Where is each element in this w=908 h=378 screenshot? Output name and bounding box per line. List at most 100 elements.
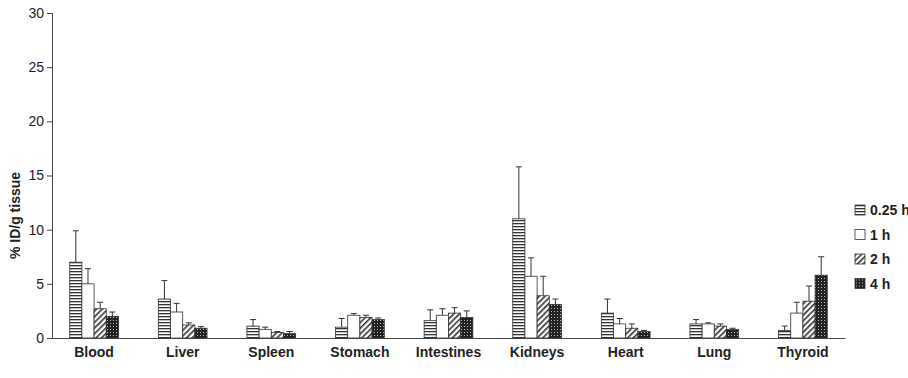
error-bar-cap xyxy=(339,318,345,319)
bar xyxy=(436,315,448,338)
error-bar-stem xyxy=(454,308,455,313)
error-bar-cap xyxy=(794,302,800,303)
bar xyxy=(702,324,714,338)
error-bar-cap xyxy=(97,302,103,303)
error-bar xyxy=(528,258,534,276)
legend-item: 0.25 h xyxy=(855,202,908,218)
error-bar-cap xyxy=(198,326,204,327)
bar xyxy=(626,328,638,338)
bar xyxy=(726,329,738,338)
error-bar-cap xyxy=(73,230,79,231)
error-bar-stem xyxy=(607,299,608,313)
tick: 0 xyxy=(36,330,52,346)
marks xyxy=(70,167,828,338)
error-bar xyxy=(339,319,345,328)
error-bar-cap xyxy=(641,330,647,331)
legend: 0.25 h1 h2 h4 h xyxy=(855,202,908,292)
error-bar xyxy=(274,332,280,333)
tick-label: 20 xyxy=(28,113,44,129)
error-bar-cap xyxy=(782,326,788,327)
error-bar-stem xyxy=(100,302,101,309)
tick-label: Thyroid xyxy=(777,344,828,360)
error-bar xyxy=(375,318,381,320)
error-bar-stem xyxy=(796,302,797,313)
tick: 15 xyxy=(28,167,52,183)
error-bar-cap xyxy=(439,308,445,309)
tick-label: Kidneys xyxy=(510,344,565,360)
error-bar-cap xyxy=(85,268,91,269)
error-bar xyxy=(629,324,635,328)
error-bar-cap xyxy=(552,299,558,300)
bar xyxy=(537,296,549,338)
tick: 5 xyxy=(36,276,52,292)
tick-mark xyxy=(47,67,52,68)
error-bar xyxy=(516,167,522,219)
tick-label: Blood xyxy=(74,344,114,360)
error-bar-cap xyxy=(818,256,824,257)
error-bar-stem xyxy=(442,309,443,316)
error-bar-cap xyxy=(174,303,180,304)
error-bar-cap xyxy=(705,322,711,323)
error-bar-cap xyxy=(730,328,736,329)
error-bar-cap xyxy=(375,317,381,318)
error-bar xyxy=(262,327,268,329)
legend-swatch xyxy=(855,205,865,215)
y-axis: 051015202530 xyxy=(28,5,52,346)
tick-label: Spleen xyxy=(248,344,294,360)
bar xyxy=(513,219,525,338)
error-bar-stem xyxy=(430,310,431,321)
error-bar xyxy=(693,320,699,324)
legend-item: 2 h xyxy=(855,251,890,267)
error-bar xyxy=(705,323,711,324)
error-bar-cap xyxy=(629,323,635,324)
error-bar-stem xyxy=(112,312,113,316)
error-bar-stem xyxy=(809,286,810,301)
error-bar-cap xyxy=(262,327,268,328)
bar xyxy=(259,329,271,338)
tick: Lung xyxy=(697,338,731,360)
legend-swatch xyxy=(855,254,865,264)
error-bar xyxy=(73,231,79,262)
bar xyxy=(791,313,803,338)
error-bar-stem xyxy=(164,281,165,299)
error-bar-cap xyxy=(693,319,699,320)
bar xyxy=(424,321,436,338)
bar xyxy=(106,316,118,338)
error-bar xyxy=(552,299,558,304)
legend-item: 4 h xyxy=(855,276,890,292)
error-bar-cap xyxy=(427,309,433,310)
error-bar-cap xyxy=(363,315,369,316)
tick: Stomach xyxy=(330,338,389,360)
error-bar-cap xyxy=(287,331,293,332)
bar xyxy=(449,313,461,338)
error-bar xyxy=(604,299,610,313)
tick-label: 0 xyxy=(36,330,44,346)
series xyxy=(70,167,791,338)
error-bar xyxy=(717,324,723,326)
tick: Blood xyxy=(74,338,114,360)
tick: 10 xyxy=(28,222,52,238)
tick-label: 15 xyxy=(28,167,44,183)
error-bar-cap xyxy=(617,318,623,319)
error-bar-stem xyxy=(176,303,177,312)
error-bar-stem xyxy=(531,258,532,276)
error-bar-stem xyxy=(341,319,342,328)
error-bar xyxy=(351,314,357,316)
legend-swatch xyxy=(855,279,865,289)
tick-mark xyxy=(47,121,52,122)
bar xyxy=(525,276,537,338)
tick-label: Heart xyxy=(608,344,644,360)
tick: 20 xyxy=(28,113,52,129)
bar xyxy=(283,334,295,338)
bar xyxy=(638,332,650,339)
series xyxy=(94,276,815,338)
error-bar-stem xyxy=(253,320,254,327)
error-bar-cap xyxy=(464,310,470,311)
bar xyxy=(549,304,561,338)
series xyxy=(106,257,827,338)
error-bar-cap xyxy=(186,322,192,323)
error-bar xyxy=(730,328,736,329)
bar xyxy=(779,330,791,338)
bar xyxy=(82,284,94,338)
bar xyxy=(336,327,348,338)
